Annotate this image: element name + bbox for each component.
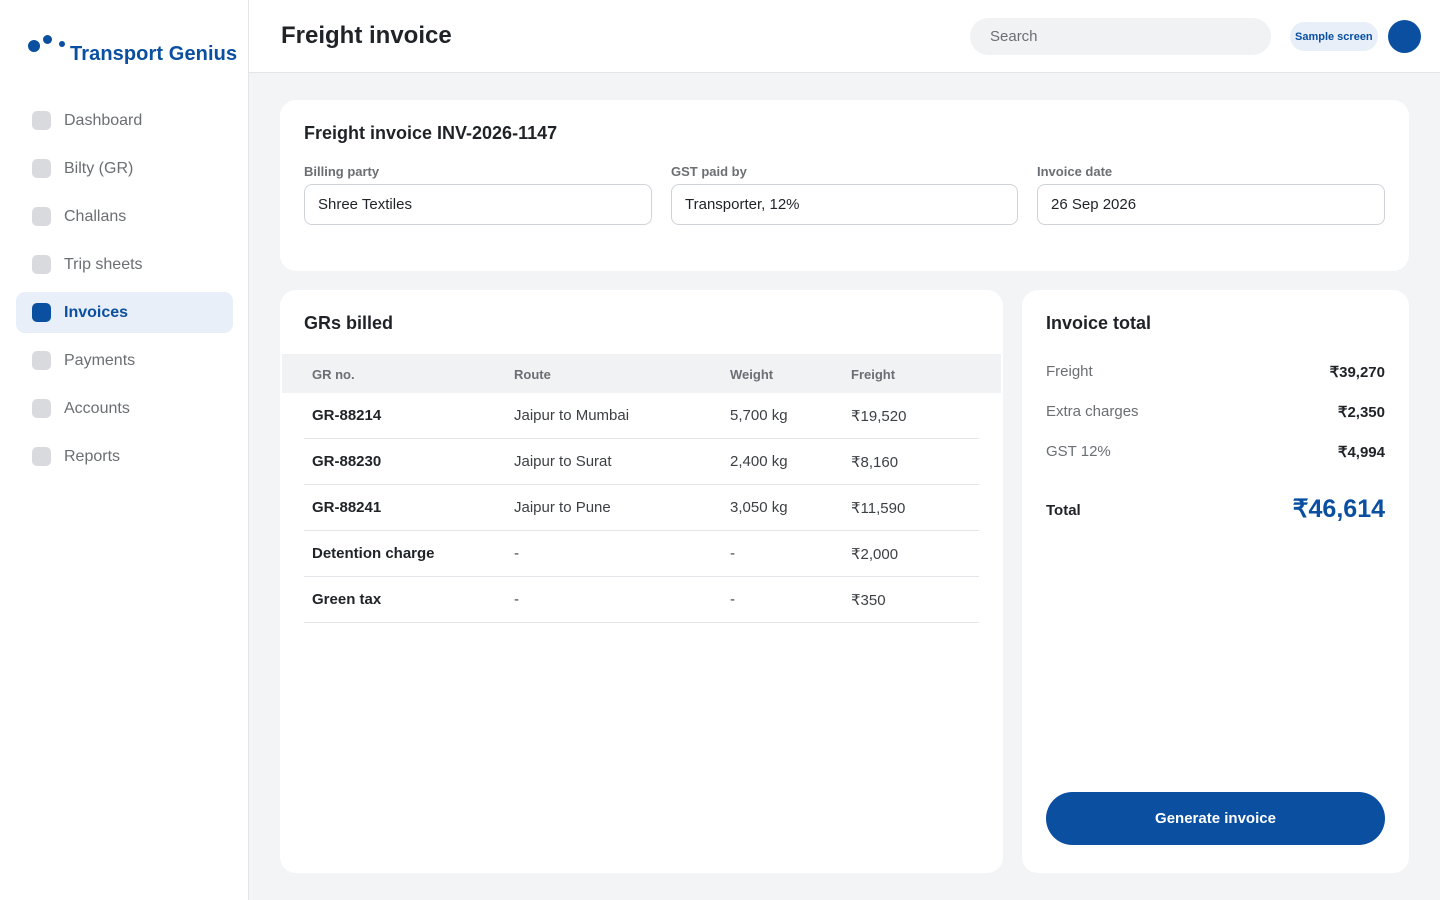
page-title: Freight invoice bbox=[281, 22, 452, 49]
gr-number-cell: GR-88230 bbox=[312, 453, 382, 470]
freight-cell: ₹19,520 bbox=[851, 408, 907, 425]
sidebar-item-payments[interactable]: Payments bbox=[16, 340, 233, 381]
route-cell: Jaipur to Mumbai bbox=[514, 407, 630, 424]
freight-cell: ₹2,000 bbox=[851, 546, 899, 563]
freight-total-label: Freight bbox=[1046, 363, 1093, 380]
gst-label: GST 12% bbox=[1046, 443, 1111, 460]
sidebar-item-invoices[interactable]: Invoices bbox=[16, 292, 233, 333]
invoice-date-field: Invoice date bbox=[1037, 164, 1385, 225]
sidebar-item-challans[interactable]: Challans bbox=[16, 196, 233, 237]
freight-total-row: Freight ₹39,270 bbox=[1046, 363, 1385, 383]
invoice-details-card: Freight invoice INV-2026-1147 Billing pa… bbox=[280, 100, 1409, 271]
sidebar-item-dashboard[interactable]: Dashboard bbox=[16, 100, 233, 141]
column-header-gr-no: GR no. bbox=[312, 367, 355, 382]
extra-charges-label: Extra charges bbox=[1046, 403, 1139, 420]
sidebar-item-label: Bilty (GR) bbox=[64, 159, 134, 177]
gr-number-cell: Detention charge bbox=[312, 545, 435, 562]
grand-total-label: Total bbox=[1046, 502, 1081, 519]
freight-total-value: ₹39,270 bbox=[1329, 364, 1385, 381]
table-row[interactable]: GR-88230 Jaipur to Surat 2,400 kg ₹8,160 bbox=[304, 439, 979, 485]
sidebar-item-bilty[interactable]: Bilty (GR) bbox=[16, 148, 233, 189]
grs-billed-card: GRs billed GR no. Route Weight Freight G… bbox=[280, 290, 1003, 873]
challans-icon bbox=[32, 207, 51, 226]
invoices-icon bbox=[32, 303, 51, 322]
generate-invoice-button[interactable]: Generate invoice bbox=[1046, 792, 1385, 845]
weight-cell: 2,400 kg bbox=[730, 453, 788, 470]
table-header: GR no. Route Weight Freight bbox=[282, 354, 1001, 393]
extra-charges-value: ₹2,350 bbox=[1337, 404, 1385, 421]
weight-cell: - bbox=[730, 545, 735, 562]
sidebar-item-label: Reports bbox=[64, 447, 121, 465]
weight-cell: 3,050 kg bbox=[730, 499, 788, 516]
route-cell: - bbox=[514, 545, 519, 562]
reports-icon bbox=[32, 447, 51, 466]
extra-charges-row: Extra charges ₹2,350 bbox=[1046, 403, 1385, 423]
invoice-date-input[interactable] bbox=[1037, 184, 1385, 225]
weight-cell: 5,700 kg bbox=[730, 407, 788, 424]
brand-name: Transport Genius bbox=[70, 42, 238, 65]
logo-dots-icon bbox=[28, 35, 68, 59]
sidebar: Transport Genius Dashboard Bilty (GR) Ch… bbox=[0, 0, 249, 900]
invoice-total-card: Invoice total Freight ₹39,270 Extra char… bbox=[1022, 290, 1409, 873]
column-header-freight: Freight bbox=[851, 367, 896, 382]
freight-cell: ₹350 bbox=[851, 592, 886, 609]
sidebar-item-label: Challans bbox=[64, 207, 127, 225]
accounts-icon bbox=[32, 399, 51, 418]
top-bar: Freight invoice Sample screen bbox=[249, 0, 1440, 73]
sidebar-item-label: Accounts bbox=[64, 399, 130, 417]
trip-sheets-icon bbox=[32, 255, 51, 274]
billing-party-field: Billing party bbox=[304, 164, 652, 225]
column-header-weight: Weight bbox=[730, 367, 774, 382]
brand-logo[interactable]: Transport Genius bbox=[28, 30, 238, 65]
sidebar-nav: Dashboard Bilty (GR) Challans Trip sheet… bbox=[16, 100, 233, 484]
gr-number-cell: GR-88214 bbox=[312, 407, 382, 424]
invoice-title: Freight invoice INV-2026-1147 bbox=[304, 123, 558, 143]
freight-cell: ₹8,160 bbox=[851, 454, 899, 471]
gr-number-cell: GR-88241 bbox=[312, 499, 382, 516]
table-row[interactable]: GR-88241 Jaipur to Pune 3,050 kg ₹11,590 bbox=[304, 485, 979, 531]
bilty-icon bbox=[32, 159, 51, 178]
route-cell: - bbox=[514, 591, 519, 608]
payments-icon bbox=[32, 351, 51, 370]
gst-paid-by-input[interactable] bbox=[671, 184, 1018, 225]
gst-paid-by-field: GST paid by bbox=[671, 164, 1018, 225]
gst-paid-by-label: GST paid by bbox=[671, 164, 747, 179]
billing-party-label: Billing party bbox=[304, 164, 380, 179]
sidebar-item-label: Payments bbox=[64, 351, 136, 369]
dashboard-icon bbox=[32, 111, 51, 130]
gr-number-cell: Green tax bbox=[312, 591, 382, 608]
freight-cell: ₹11,590 bbox=[851, 500, 906, 517]
weight-cell: - bbox=[730, 591, 735, 608]
sidebar-item-reports[interactable]: Reports bbox=[16, 436, 233, 477]
sidebar-item-accounts[interactable]: Accounts bbox=[16, 388, 233, 429]
table-row[interactable]: GR-88214 Jaipur to Mumbai 5,700 kg ₹19,5… bbox=[304, 393, 979, 439]
column-header-route: Route bbox=[514, 367, 551, 382]
search-input[interactable] bbox=[970, 18, 1271, 55]
sidebar-item-trip-sheets[interactable]: Trip sheets bbox=[16, 244, 233, 285]
invoice-total-title: Invoice total bbox=[1046, 313, 1152, 333]
avatar[interactable] bbox=[1388, 20, 1421, 53]
sidebar-item-label: Trip sheets bbox=[64, 255, 143, 273]
sidebar-item-label: Invoices bbox=[64, 303, 129, 321]
billing-party-input[interactable] bbox=[304, 184, 652, 225]
grand-total-value: ₹46,614 bbox=[1292, 495, 1385, 523]
table-row[interactable]: Green tax - - ₹350 bbox=[304, 577, 979, 623]
sidebar-item-label: Dashboard bbox=[64, 111, 143, 129]
invoice-date-label: Invoice date bbox=[1037, 164, 1113, 179]
gst-row: GST 12% ₹4,994 bbox=[1046, 443, 1385, 463]
sample-screen-badge: Sample screen bbox=[1290, 22, 1378, 51]
table-row[interactable]: Detention charge - - ₹2,000 bbox=[304, 531, 979, 577]
gst-value: ₹4,994 bbox=[1337, 444, 1385, 461]
route-cell: Jaipur to Surat bbox=[514, 453, 612, 470]
grs-billed-title: GRs billed bbox=[304, 313, 394, 333]
route-cell: Jaipur to Pune bbox=[514, 499, 611, 516]
